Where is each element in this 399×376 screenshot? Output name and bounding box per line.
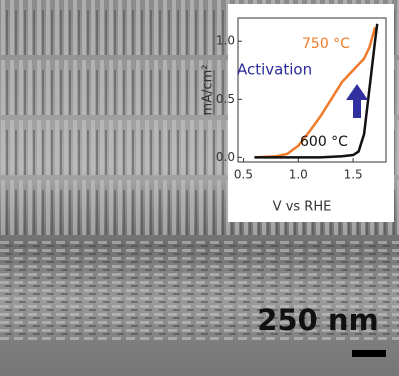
scale-bar-label: 250 nm <box>257 303 379 337</box>
film-layer <box>0 240 399 340</box>
x-tick-label: 1.0 <box>289 168 308 182</box>
series-line <box>254 23 379 159</box>
series-line <box>254 26 377 159</box>
series-label: 600 °C <box>300 134 348 150</box>
y-tick-label: 0.5 <box>216 92 235 106</box>
x-tick-label: 1.5 <box>344 168 363 182</box>
y-tick-label: 1.0 <box>216 34 235 48</box>
x-axis-label: V vs RHE <box>273 200 332 215</box>
inset-chart: 0.5 1.0 1.5 0.0 0.5 1.0 V vs RHE mA/cm² 750 °C 60… <box>201 17 387 215</box>
y-tick-label: 0.0 <box>216 150 235 164</box>
series-label: 750 °C <box>302 36 350 52</box>
scale-bar <box>352 350 386 357</box>
x-tick-label: 0.5 <box>234 168 253 182</box>
annotation: Activation <box>237 61 312 79</box>
substrate <box>0 340 399 376</box>
y-axis-label: mA/cm² <box>201 65 216 116</box>
plot-frame <box>237 17 387 163</box>
activation-arrow <box>346 84 368 118</box>
